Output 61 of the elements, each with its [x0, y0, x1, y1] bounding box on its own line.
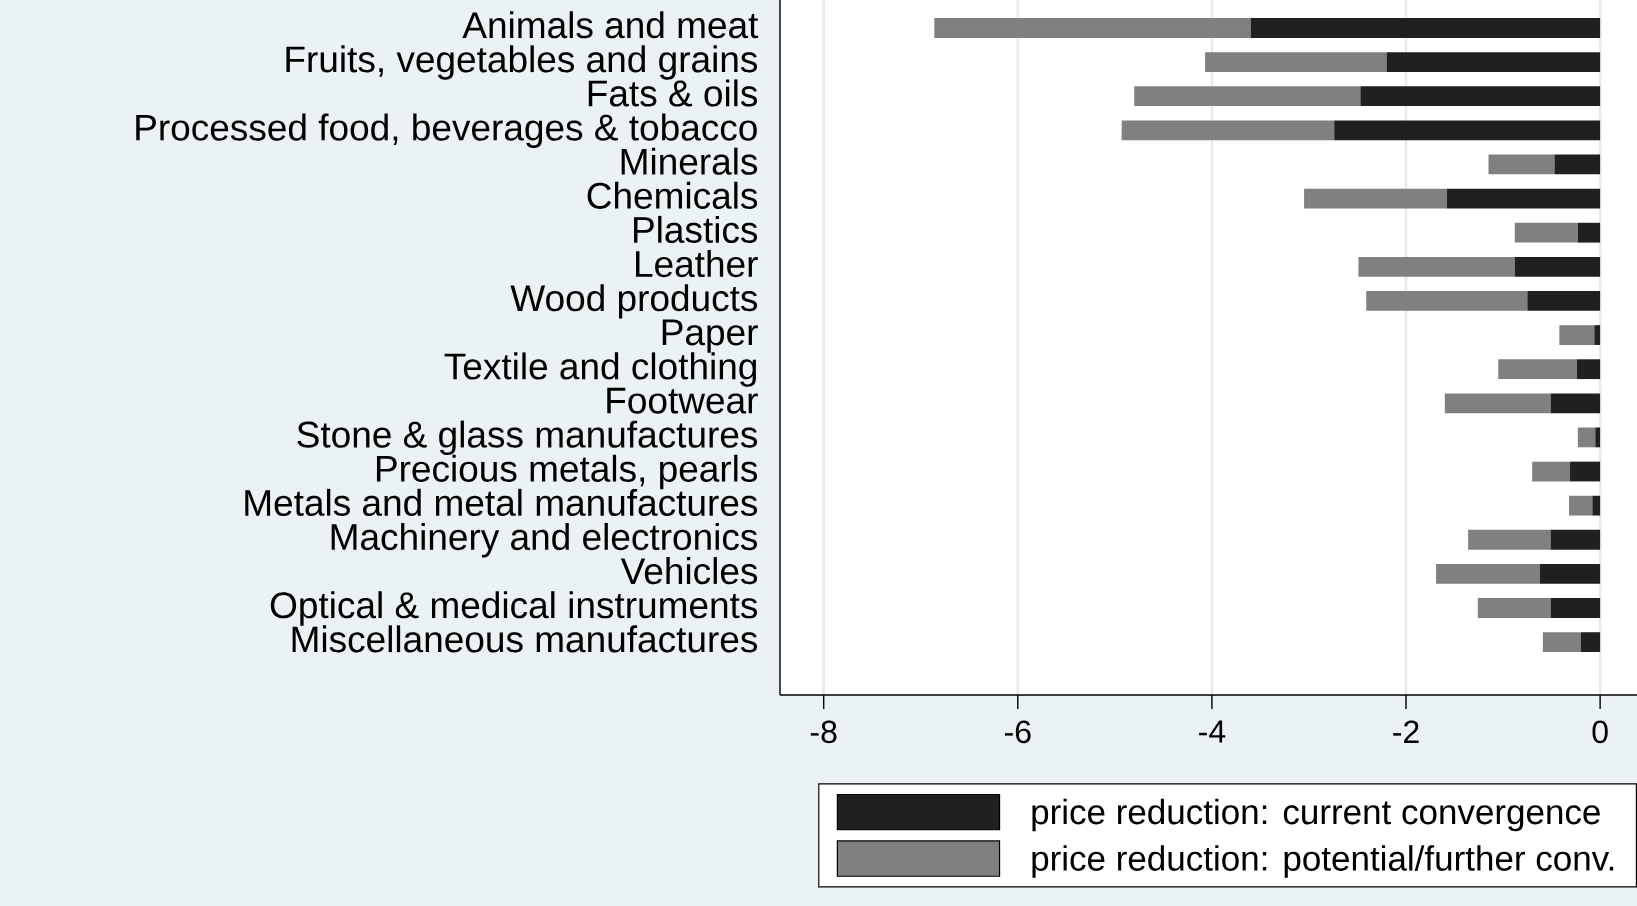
bar	[1334, 120, 1601, 141]
bar	[1488, 154, 1555, 175]
bar	[1580, 632, 1601, 653]
bar	[1559, 325, 1595, 345]
bar	[1358, 256, 1515, 277]
y-tick-label: Miscellaneous manufactures	[292, 625, 758, 653]
y-tick-label: Textile and clothing	[444, 352, 756, 387]
y-tick-label: Fruits, vegetables and grains	[286, 45, 758, 80]
bar	[1550, 529, 1601, 550]
x-tick-label: -6	[1004, 720, 1031, 744]
y-tick-label: Leather	[636, 250, 758, 278]
y-tick-label: Vehicles	[620, 557, 758, 585]
bar	[1532, 461, 1571, 482]
bar	[1570, 461, 1601, 482]
bar	[1205, 52, 1387, 72]
y-tick-label: Footwear	[607, 387, 758, 414]
y-tick-label: Chemicals	[587, 181, 758, 209]
x-tick-label: -8	[810, 720, 837, 744]
bar	[1550, 598, 1601, 618]
bar	[934, 18, 1251, 38]
bar	[1514, 256, 1601, 277]
bar	[1468, 529, 1551, 550]
bar	[1366, 291, 1528, 311]
x-tick-label: -4	[1199, 720, 1226, 743]
bar	[1577, 427, 1596, 448]
y-tick-label: Machinery and electronics	[331, 522, 758, 558]
bar	[1498, 359, 1577, 380]
x-tick-label: -2	[1393, 720, 1419, 743]
bar	[1576, 359, 1601, 380]
bar	[1542, 632, 1581, 653]
bar	[1386, 52, 1601, 72]
y-tick-label: Paper	[662, 319, 758, 353]
bar	[1577, 222, 1601, 243]
bar	[1121, 120, 1335, 141]
bar	[1477, 598, 1551, 618]
bar	[1446, 188, 1601, 209]
bar	[1569, 495, 1593, 516]
bar	[1444, 393, 1551, 414]
bar	[1436, 563, 1540, 584]
bar	[1527, 291, 1601, 311]
y-tick-label: Wood products	[510, 284, 758, 319]
bar	[1360, 86, 1601, 107]
bar	[1539, 563, 1601, 584]
bar	[1514, 222, 1578, 243]
bar	[1595, 427, 1601, 448]
bar	[1592, 495, 1601, 516]
x-tick-label: 0	[1592, 720, 1608, 744]
y-tick-label: Plastics	[634, 215, 758, 244]
bar	[1250, 18, 1601, 38]
bar	[1550, 393, 1601, 414]
bar	[1554, 154, 1601, 175]
bar	[1134, 86, 1361, 107]
legend-label: price reduction: current convergence	[1032, 798, 1600, 832]
y-tick-label: Minerals	[621, 147, 758, 175]
y-tick-label: Metals and metal manufactures	[245, 488, 758, 517]
legend-label: price reduction: potential/further conv.	[1032, 845, 1614, 878]
y-tick-label: Fats & oils	[588, 79, 758, 107]
y-tick-label: Animals and meat	[462, 11, 759, 39]
y-tick-label: Optical & medical instruments	[270, 591, 758, 626]
bar	[1304, 188, 1447, 209]
bar	[1594, 325, 1601, 345]
